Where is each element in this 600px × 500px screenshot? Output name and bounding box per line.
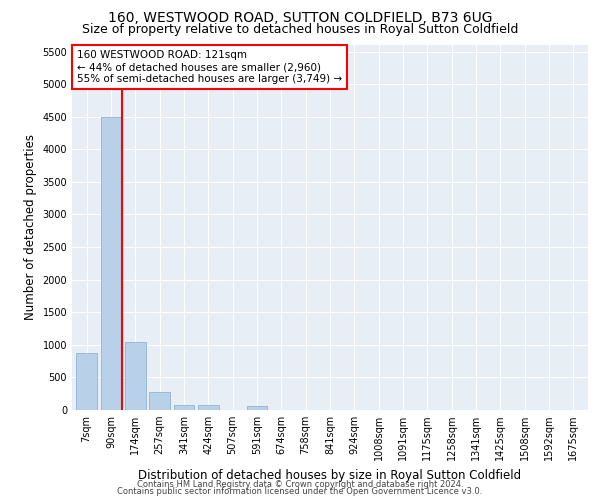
X-axis label: Distribution of detached houses by size in Royal Sutton Coldfield: Distribution of detached houses by size … [139, 468, 521, 481]
Bar [247, 406, 268, 410]
Text: 160 WESTWOOD ROAD: 121sqm
← 44% of detached houses are smaller (2,960)
55% of se: 160 WESTWOOD ROAD: 121sqm ← 44% of detac… [77, 50, 342, 84]
Text: Size of property relative to detached houses in Royal Sutton Coldfield: Size of property relative to detached ho… [82, 22, 518, 36]
Bar [198, 405, 218, 410]
Bar [76, 352, 97, 410]
Bar [173, 405, 194, 410]
Bar [125, 342, 146, 410]
Bar [149, 392, 170, 410]
Text: Contains public sector information licensed under the Open Government Licence v3: Contains public sector information licen… [118, 487, 482, 496]
Text: 160, WESTWOOD ROAD, SUTTON COLDFIELD, B73 6UG: 160, WESTWOOD ROAD, SUTTON COLDFIELD, B7… [108, 11, 492, 25]
Text: Contains HM Land Registry data © Crown copyright and database right 2024.: Contains HM Land Registry data © Crown c… [137, 480, 463, 489]
Y-axis label: Number of detached properties: Number of detached properties [24, 134, 37, 320]
Bar [101, 116, 121, 410]
